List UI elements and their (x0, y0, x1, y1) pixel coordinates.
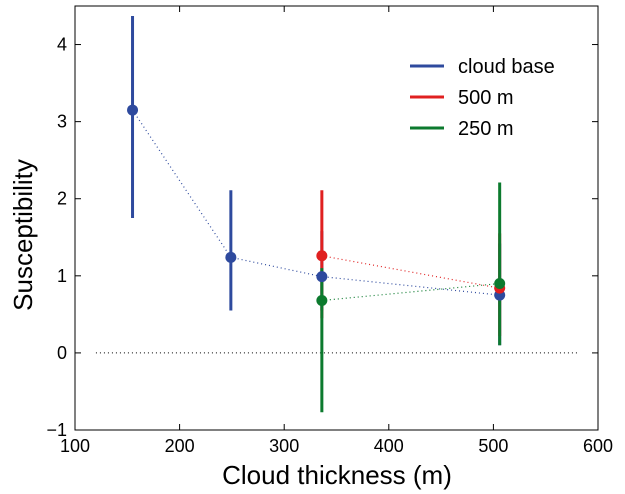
x-tick-label: 400 (374, 436, 404, 456)
y-tick-label: 1 (57, 266, 67, 286)
plot-area (74, 5, 599, 431)
data-point (127, 104, 139, 116)
y-tick-label: 2 (57, 189, 67, 209)
y-tick-label: −1 (46, 420, 67, 440)
x-axis-title: Cloud thickness (m) (222, 460, 452, 490)
data-point (225, 251, 237, 263)
y-tick-label: 3 (57, 112, 67, 132)
legend-label: cloud base (458, 56, 555, 78)
series-connector-line (321, 282, 500, 302)
legend-label: 250 m (458, 118, 514, 140)
x-tick-label: 200 (165, 436, 195, 456)
data-point (316, 294, 328, 306)
x-tick-label: 600 (583, 436, 613, 456)
series-connector-line (132, 109, 500, 296)
data-point (316, 250, 328, 262)
data-point (316, 271, 328, 283)
x-tick-label: 300 (269, 436, 299, 456)
y-tick-label: 0 (57, 343, 67, 363)
y-axis-title: Susceptibility (8, 159, 38, 311)
y-tick-label: 4 (57, 35, 67, 55)
legend-label: 500 m (458, 87, 514, 109)
x-tick-label: 100 (60, 436, 90, 456)
x-tick-label: 500 (478, 436, 508, 456)
data-point (494, 278, 506, 290)
